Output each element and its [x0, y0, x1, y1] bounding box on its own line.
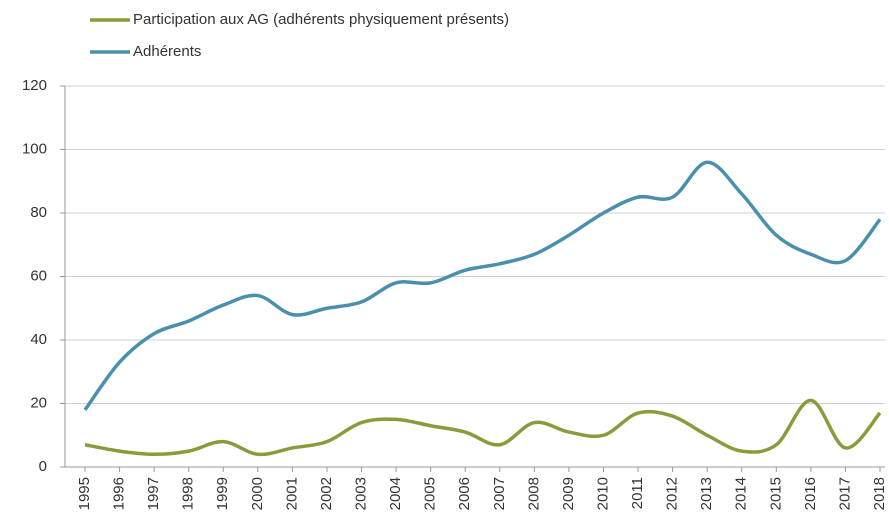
- series-line: [83, 160, 882, 411]
- x-tick-label: 2000: [249, 477, 266, 510]
- x-tick-label: 2018: [871, 477, 888, 510]
- x-tick-label: 2014: [733, 477, 750, 510]
- y-tick-label: 120: [22, 77, 47, 94]
- x-tick-label: 2011: [629, 477, 646, 509]
- series-line: [84, 398, 882, 457]
- legend-label: Adhérents: [133, 43, 201, 60]
- x-tick-label: 2016: [802, 477, 819, 510]
- x-tick-label: 1998: [180, 477, 197, 510]
- x-tick-label: 1999: [214, 477, 231, 510]
- y-tick-label: 40: [30, 331, 47, 348]
- legend-label: Participation aux AG (adhérents physique…: [133, 11, 509, 28]
- x-tick-label: 2003: [352, 477, 369, 510]
- x-tick-label: 2012: [664, 477, 681, 510]
- x-tick-label: 2015: [767, 477, 784, 510]
- x-tick-label: 2002: [318, 477, 335, 510]
- x-tick-label: 1995: [76, 477, 93, 510]
- x-tick-label: 2001: [283, 477, 300, 510]
- x-tick-label: 2005: [422, 477, 439, 510]
- y-tick-label: 20: [30, 394, 47, 411]
- x-tick-label: 2009: [560, 477, 577, 510]
- x-tick-label: 1996: [111, 477, 128, 510]
- y-tick-label: 80: [30, 204, 47, 221]
- x-tick-label: 2006: [456, 477, 473, 510]
- x-tick-label: 2008: [525, 477, 542, 510]
- x-tick-label: 2004: [387, 477, 404, 510]
- y-tick-label: 60: [30, 267, 47, 284]
- x-tick-label: 2013: [698, 477, 715, 510]
- y-tick-label: 0: [39, 458, 47, 475]
- x-tick-label: 2017: [836, 477, 853, 510]
- y-tick-label: 100: [22, 140, 47, 157]
- x-tick-label: 2010: [594, 477, 611, 510]
- x-tick-label: 2007: [491, 477, 508, 510]
- x-tick-label: 1997: [145, 477, 162, 510]
